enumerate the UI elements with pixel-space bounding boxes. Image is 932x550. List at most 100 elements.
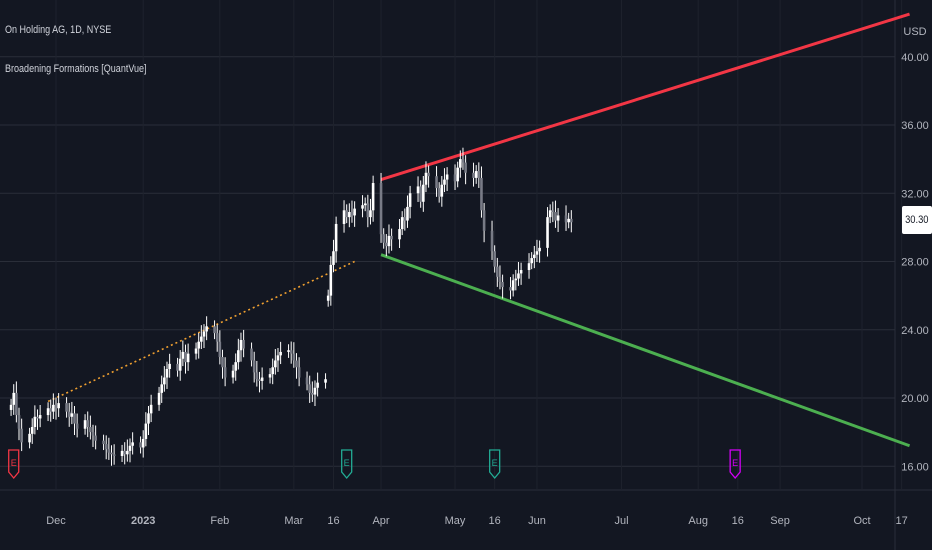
candle[interactable]	[517, 262, 520, 286]
candle[interactable]	[30, 418, 34, 444]
candle[interactable]	[49, 399, 53, 422]
candle[interactable]	[260, 367, 264, 390]
candle[interactable]	[464, 155, 467, 185]
candle[interactable]	[416, 176, 420, 202]
candle[interactable]	[297, 357, 301, 387]
candle[interactable]	[445, 167, 449, 192]
candle[interactable]	[474, 165, 478, 184]
candle[interactable]	[258, 371, 261, 393]
candle[interactable]	[200, 325, 203, 350]
candle[interactable]	[252, 351, 256, 383]
candle[interactable]	[149, 394, 153, 423]
trend-line[interactable]	[47, 260, 355, 403]
candle[interactable]	[141, 430, 145, 458]
candle[interactable]	[144, 412, 148, 447]
candle[interactable]	[46, 402, 50, 422]
candle[interactable]	[107, 437, 111, 460]
candle[interactable]	[157, 386, 161, 411]
candle[interactable]	[398, 219, 401, 249]
earnings-marker[interactable]: E	[729, 449, 741, 480]
candle[interactable]	[131, 432, 134, 455]
candle[interactable]	[403, 208, 407, 231]
candle[interactable]	[91, 424, 95, 447]
candle[interactable]	[231, 364, 235, 384]
candle[interactable]	[102, 434, 105, 451]
candle[interactable]	[75, 413, 79, 438]
candle[interactable]	[548, 204, 552, 224]
candle[interactable]	[443, 168, 446, 193]
candle[interactable]	[178, 350, 182, 381]
candle[interactable]	[250, 342, 253, 367]
symbol-legend[interactable]: On Holding AG, 1D, NYSE	[5, 24, 112, 36]
candle[interactable]	[20, 418, 23, 452]
candle[interactable]	[527, 253, 531, 279]
candle[interactable]	[237, 338, 240, 370]
candle[interactable]	[123, 442, 127, 465]
candle[interactable]	[73, 406, 76, 436]
price-axis[interactable]: 16.00 20.00 24.00 28.00 32.00 36.00 40.00 USD	[901, 26, 929, 473]
candle[interactable]	[194, 342, 198, 360]
candle[interactable]	[456, 161, 459, 188]
earnings-marker[interactable]: E	[489, 449, 501, 480]
candle[interactable]	[239, 332, 243, 362]
candle[interactable]	[86, 411, 90, 438]
candle[interactable]	[493, 245, 496, 273]
candle[interactable]	[533, 245, 536, 269]
earnings-marker[interactable]: E	[8, 449, 20, 480]
candle[interactable]	[311, 381, 314, 402]
candle[interactable]	[33, 405, 37, 435]
candle[interactable]	[67, 402, 71, 427]
candle[interactable]	[313, 380, 317, 407]
candle[interactable]	[366, 194, 370, 228]
candle[interactable]	[437, 182, 441, 203]
candle[interactable]	[530, 252, 533, 270]
candle[interactable]	[274, 349, 277, 375]
candle[interactable]	[472, 162, 475, 187]
candle[interactable]	[480, 166, 483, 218]
candle[interactable]	[70, 401, 74, 425]
candle[interactable]	[279, 341, 282, 365]
candle[interactable]	[223, 357, 227, 387]
candle[interactable]	[147, 406, 150, 436]
candle[interactable]	[120, 444, 124, 462]
earnings-marker[interactable]: E	[341, 449, 353, 480]
candle[interactable]	[496, 257, 499, 287]
candle[interactable]	[348, 203, 351, 228]
candle[interactable]	[538, 240, 541, 263]
candle[interactable]	[215, 324, 219, 352]
candle[interactable]	[509, 277, 512, 300]
candle[interactable]	[213, 320, 216, 340]
candle[interactable]	[514, 269, 518, 291]
candle[interactable]	[12, 384, 16, 415]
candle[interactable]	[221, 349, 224, 379]
candle[interactable]	[184, 344, 187, 374]
candle[interactable]	[554, 200, 557, 228]
candle[interactable]	[400, 211, 404, 236]
candle[interactable]	[461, 147, 465, 170]
candle[interactable]	[139, 436, 142, 454]
candle[interactable]	[567, 212, 570, 229]
candle[interactable]	[112, 444, 116, 465]
candle[interactable]	[482, 202, 486, 243]
candle[interactable]	[181, 340, 185, 367]
candle[interactable]	[435, 166, 438, 197]
candle[interactable]	[501, 274, 504, 299]
candle[interactable]	[490, 220, 494, 260]
candle[interactable]	[205, 316, 208, 341]
time-axis[interactable]: Dec 2023 Feb Mar 16 Apr May 16 Jun Jul Aug 16 Sep Oct…	[46, 515, 908, 527]
candle[interactable]	[556, 208, 560, 232]
candle[interactable]	[295, 353, 298, 379]
candle[interactable]	[268, 368, 272, 384]
candle[interactable]	[54, 397, 58, 420]
candle[interactable]	[564, 205, 568, 231]
resistance-line[interactable]	[380, 12, 911, 182]
candle[interactable]	[440, 176, 444, 207]
candle[interactable]	[197, 332, 201, 359]
candle[interactable]	[242, 329, 245, 358]
candle[interactable]	[186, 343, 190, 371]
candle[interactable]	[110, 445, 113, 466]
candle[interactable]	[408, 185, 412, 219]
support-line[interactable]	[380, 253, 911, 448]
candle[interactable]	[371, 175, 375, 222]
candle[interactable]	[390, 228, 393, 251]
